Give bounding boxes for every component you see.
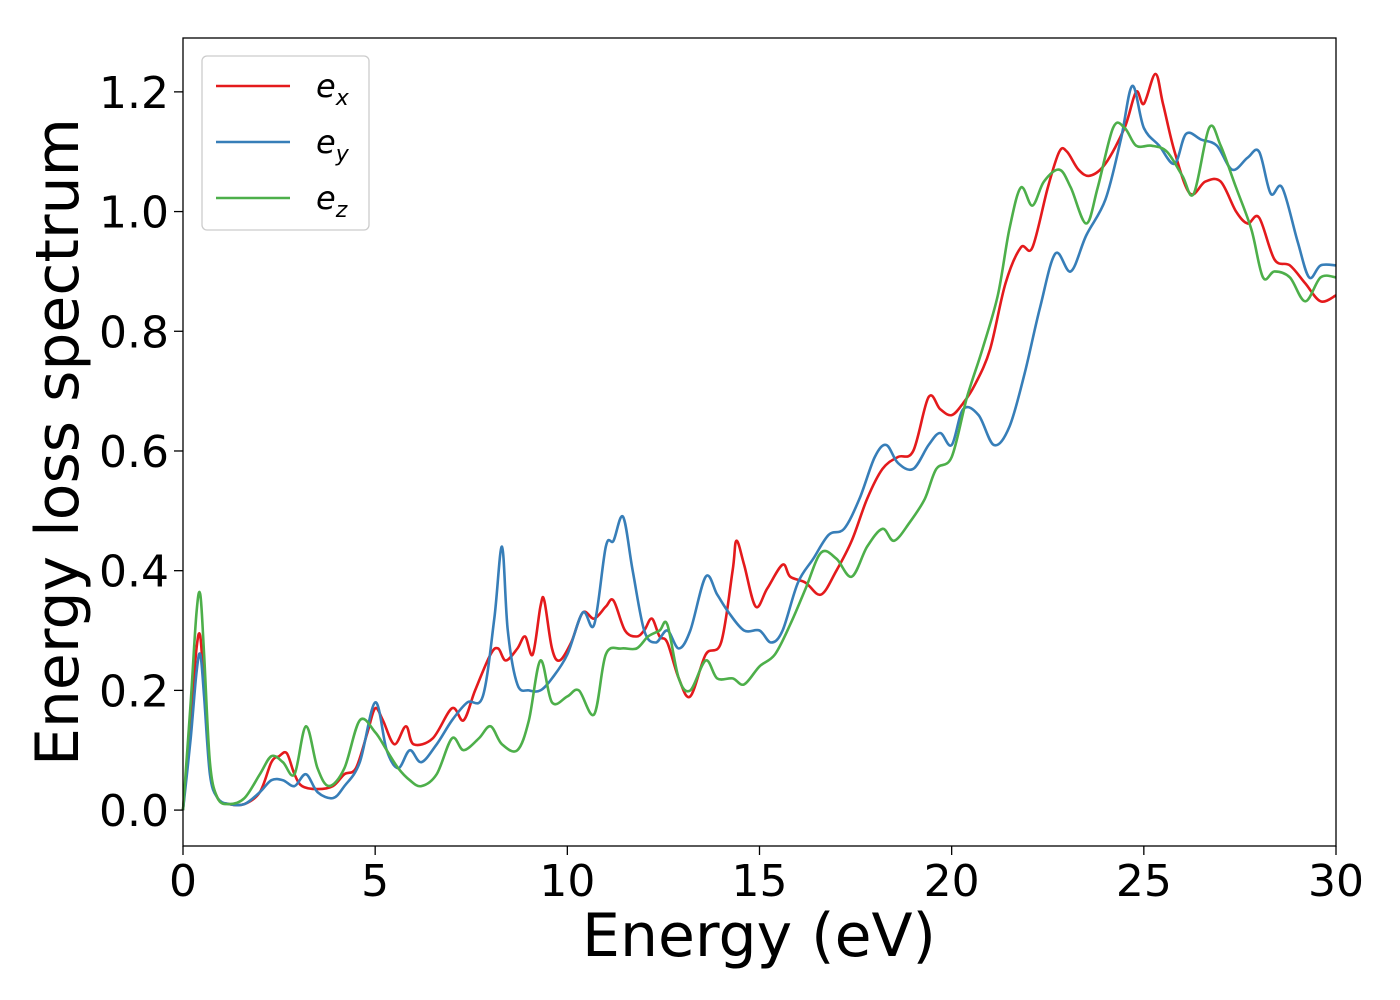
y-axis-label: Energy loss spectrum [23,118,93,766]
y-tick-label: 0.2 [99,666,169,717]
y-tick-label: 0.0 [99,786,169,837]
x-tick-label: 5 [361,856,389,907]
series-layer [181,72,1337,811]
x-axis-label: Energy (eV) [582,901,936,971]
x-tick-label: 0 [169,856,197,907]
x-axis-ticks: 0 5 10 15 20 25 30 [169,846,1364,907]
y-axis-ticks: 0.0 0.2 0.4 0.6 0.8 1.0 1.2 [99,68,183,837]
y-tick-label: 0.6 [99,427,169,478]
legend-label-z: ez [316,179,348,223]
x-tick-label: 15 [732,856,788,907]
series-line-z [181,121,1337,811]
y-tick-label: 0.4 [99,547,169,598]
legend-label-x: ex [316,67,350,111]
x-tick-label: 20 [924,856,980,907]
x-tick-label: 25 [1116,856,1172,907]
y-tick-label: 0.8 [99,307,169,358]
y-tick-label: 1.0 [99,188,169,239]
x-tick-label: 10 [539,856,595,907]
x-tick-label: 30 [1308,856,1364,907]
legend-label-y: ey [316,123,350,167]
legend: ex ey ez [201,55,370,231]
y-tick-label: 1.2 [99,68,169,119]
series-line-y [181,84,1337,811]
